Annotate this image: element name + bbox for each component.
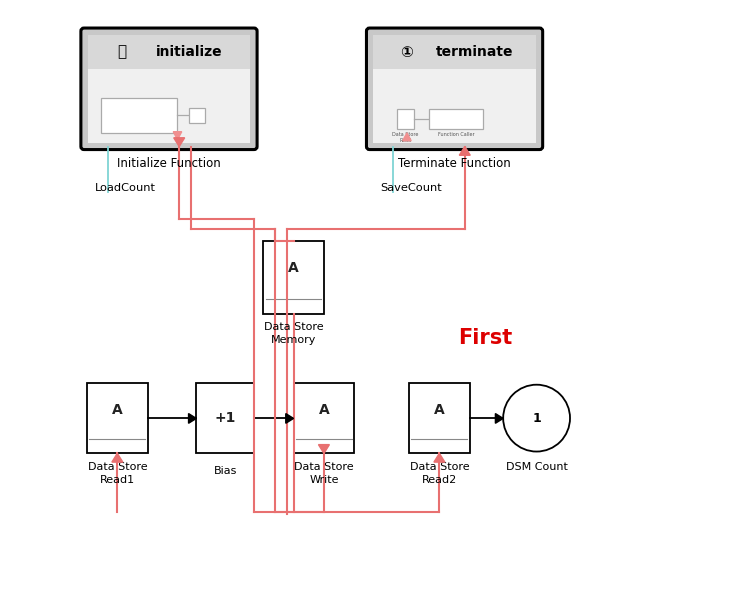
FancyBboxPatch shape: [367, 28, 542, 150]
Polygon shape: [112, 453, 123, 462]
Polygon shape: [174, 138, 185, 147]
Text: A: A: [434, 403, 445, 417]
Text: A: A: [288, 261, 299, 275]
Text: Terminate Function: Terminate Function: [398, 158, 511, 171]
Polygon shape: [286, 414, 293, 423]
FancyBboxPatch shape: [397, 109, 414, 129]
Text: ①: ①: [401, 44, 413, 60]
Polygon shape: [319, 445, 330, 453]
Text: Data Store: Data Store: [264, 322, 324, 332]
Polygon shape: [495, 414, 503, 423]
Text: Read2: Read2: [422, 475, 457, 485]
Text: initialize: initialize: [156, 45, 222, 59]
Text: Bias: Bias: [214, 465, 237, 476]
Ellipse shape: [503, 385, 570, 451]
Text: Data Store
Read: Data Store Read: [392, 132, 418, 143]
Text: A: A: [319, 403, 330, 417]
Text: Function Caller: Function Caller: [438, 132, 474, 137]
Text: A: A: [112, 403, 123, 417]
FancyBboxPatch shape: [373, 35, 536, 69]
FancyBboxPatch shape: [373, 35, 536, 143]
Polygon shape: [434, 453, 445, 462]
Text: +1: +1: [214, 412, 236, 426]
FancyBboxPatch shape: [409, 384, 470, 453]
Text: 1: 1: [532, 412, 541, 424]
Text: Memory: Memory: [271, 336, 316, 345]
FancyBboxPatch shape: [101, 98, 177, 133]
FancyBboxPatch shape: [87, 35, 251, 69]
FancyBboxPatch shape: [87, 35, 251, 143]
FancyBboxPatch shape: [429, 109, 483, 129]
FancyBboxPatch shape: [263, 241, 324, 314]
Text: LoadCount: LoadCount: [95, 183, 156, 193]
FancyBboxPatch shape: [197, 384, 254, 453]
FancyBboxPatch shape: [189, 108, 205, 123]
Text: Read1: Read1: [100, 475, 135, 485]
Text: Data Store: Data Store: [87, 462, 147, 472]
Text: ⏻: ⏻: [117, 44, 126, 60]
FancyBboxPatch shape: [81, 28, 257, 150]
Polygon shape: [403, 133, 411, 141]
Polygon shape: [188, 414, 197, 423]
Text: terminate: terminate: [436, 45, 514, 59]
Text: First: First: [458, 328, 512, 348]
Text: SaveCount: SaveCount: [381, 183, 442, 193]
FancyBboxPatch shape: [293, 384, 354, 453]
FancyBboxPatch shape: [87, 384, 148, 453]
Text: DSM Count: DSM Count: [505, 462, 568, 473]
Text: Data Store: Data Store: [294, 462, 354, 472]
Polygon shape: [173, 132, 182, 139]
Text: Data Store: Data Store: [409, 462, 469, 472]
Text: Initialize Function: Initialize Function: [117, 158, 221, 171]
Polygon shape: [460, 147, 470, 155]
Text: Write: Write: [309, 475, 338, 485]
